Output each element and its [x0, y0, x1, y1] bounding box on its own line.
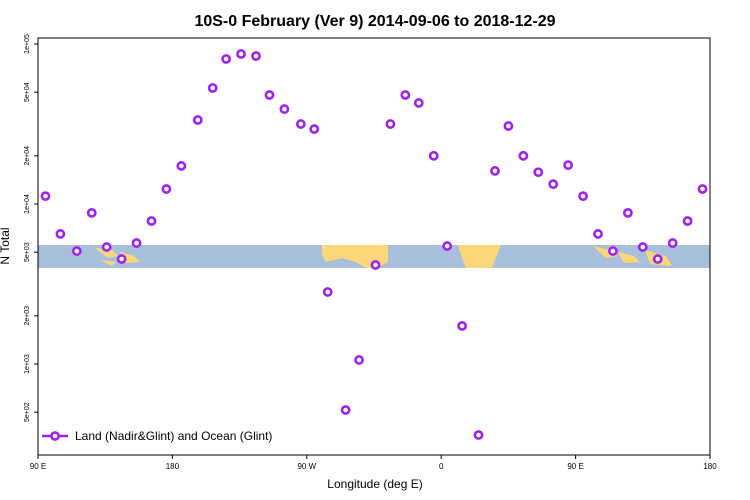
land	[593, 246, 672, 266]
x-tick-label: 90 E	[30, 462, 46, 471]
x-axis-label: Longitude (deg E)	[327, 477, 422, 491]
point	[71, 246, 82, 256]
x-tick-label: 90 W	[297, 462, 316, 471]
land	[458, 245, 501, 268]
x-tick-label: 180	[166, 462, 180, 471]
point	[221, 54, 232, 64]
y-tick-label: 5e+03	[24, 242, 31, 262]
point	[251, 51, 261, 61]
point	[503, 121, 514, 131]
point	[131, 238, 142, 248]
point	[264, 90, 275, 100]
point	[385, 119, 396, 129]
point	[340, 405, 351, 415]
legend: Land (Nadir&Glint) and Ocean (Glint)	[42, 429, 272, 443]
point	[400, 90, 411, 100]
point	[236, 49, 246, 59]
point	[518, 150, 529, 161]
x-tick-label: 180	[703, 462, 717, 471]
plot-frame	[37, 37, 711, 456]
point	[608, 246, 618, 256]
point	[192, 115, 203, 125]
point	[593, 229, 603, 239]
point	[457, 321, 468, 331]
point	[295, 119, 306, 129]
point	[682, 216, 693, 226]
point	[101, 242, 112, 252]
y-tick-label: 1e+04	[24, 194, 31, 214]
point	[667, 238, 678, 248]
point	[563, 160, 574, 171]
point	[578, 191, 588, 202]
point	[622, 207, 633, 218]
point	[428, 150, 439, 161]
point	[652, 254, 663, 264]
map-strip	[38, 245, 710, 268]
point	[207, 83, 218, 93]
point	[161, 184, 172, 194]
point	[176, 161, 187, 171]
point	[116, 254, 127, 264]
point	[413, 98, 424, 108]
point	[533, 167, 544, 178]
point	[309, 124, 320, 134]
point	[490, 166, 500, 176]
point	[279, 104, 290, 114]
point	[146, 216, 157, 226]
y-tick-label: 5e+02	[24, 402, 31, 422]
land	[95, 248, 140, 266]
y-tick-label: 1e+03	[24, 354, 31, 374]
y-axis-label: N Total	[0, 227, 12, 264]
point	[370, 260, 381, 270]
y-tick-label: 2e+03	[24, 306, 31, 326]
point	[637, 242, 648, 252]
point	[322, 287, 333, 297]
point	[473, 430, 484, 440]
x-tick-label: 90 E	[567, 462, 583, 471]
y-tick-label: 2e+04	[24, 146, 31, 166]
point	[697, 184, 708, 194]
point	[55, 229, 66, 239]
x-tick-label: 0	[439, 462, 444, 471]
point	[442, 241, 453, 251]
chart-title: 10S-0 February (Ver 9) 2014-09-06 to 201…	[194, 13, 555, 30]
legend-marker	[50, 431, 60, 441]
y-tick-label: 5e+04	[24, 82, 31, 102]
point	[86, 207, 97, 218]
point	[354, 355, 364, 365]
point	[548, 179, 559, 190]
point	[40, 191, 51, 202]
y-tick-label: 1e+05	[24, 34, 31, 54]
legend-label: Land (Nadir&Glint) and Ocean (Glint)	[75, 429, 272, 443]
